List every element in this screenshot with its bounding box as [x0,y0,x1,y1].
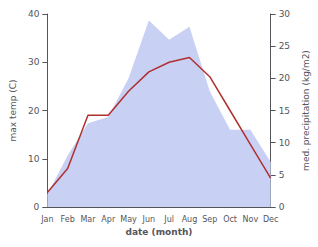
svg-text:40: 40 [28,9,40,19]
svg-text:20: 20 [28,106,40,116]
svg-text:Apr: Apr [101,215,116,224]
svg-text:20: 20 [279,73,291,83]
svg-text:Jun: Jun [142,215,156,224]
svg-text:10: 10 [279,138,291,148]
svg-text:max temp (C): max temp (C) [8,79,18,141]
svg-text:15: 15 [279,106,290,116]
svg-text:Nov: Nov [243,215,259,224]
svg-text:25: 25 [279,41,290,51]
svg-text:Aug: Aug [182,215,198,224]
svg-text:Dec: Dec [263,215,278,224]
svg-text:med. precipitation (kg/m2): med. precipitation (kg/m2) [301,50,311,171]
svg-text:Sep: Sep [202,215,217,224]
svg-text:0: 0 [279,202,285,212]
svg-text:0: 0 [34,202,40,212]
svg-text:date (month): date (month) [126,227,193,237]
svg-text:10: 10 [28,154,40,164]
svg-text:5: 5 [279,170,285,180]
svg-text:Jul: Jul [163,215,174,224]
svg-text:Jan: Jan [40,215,53,224]
svg-text:Feb: Feb [61,215,75,224]
svg-text:30: 30 [279,9,291,19]
svg-text:Mar: Mar [80,215,96,224]
svg-text:30: 30 [28,57,40,67]
svg-text:May: May [120,215,137,224]
svg-text:Oct: Oct [223,215,237,224]
